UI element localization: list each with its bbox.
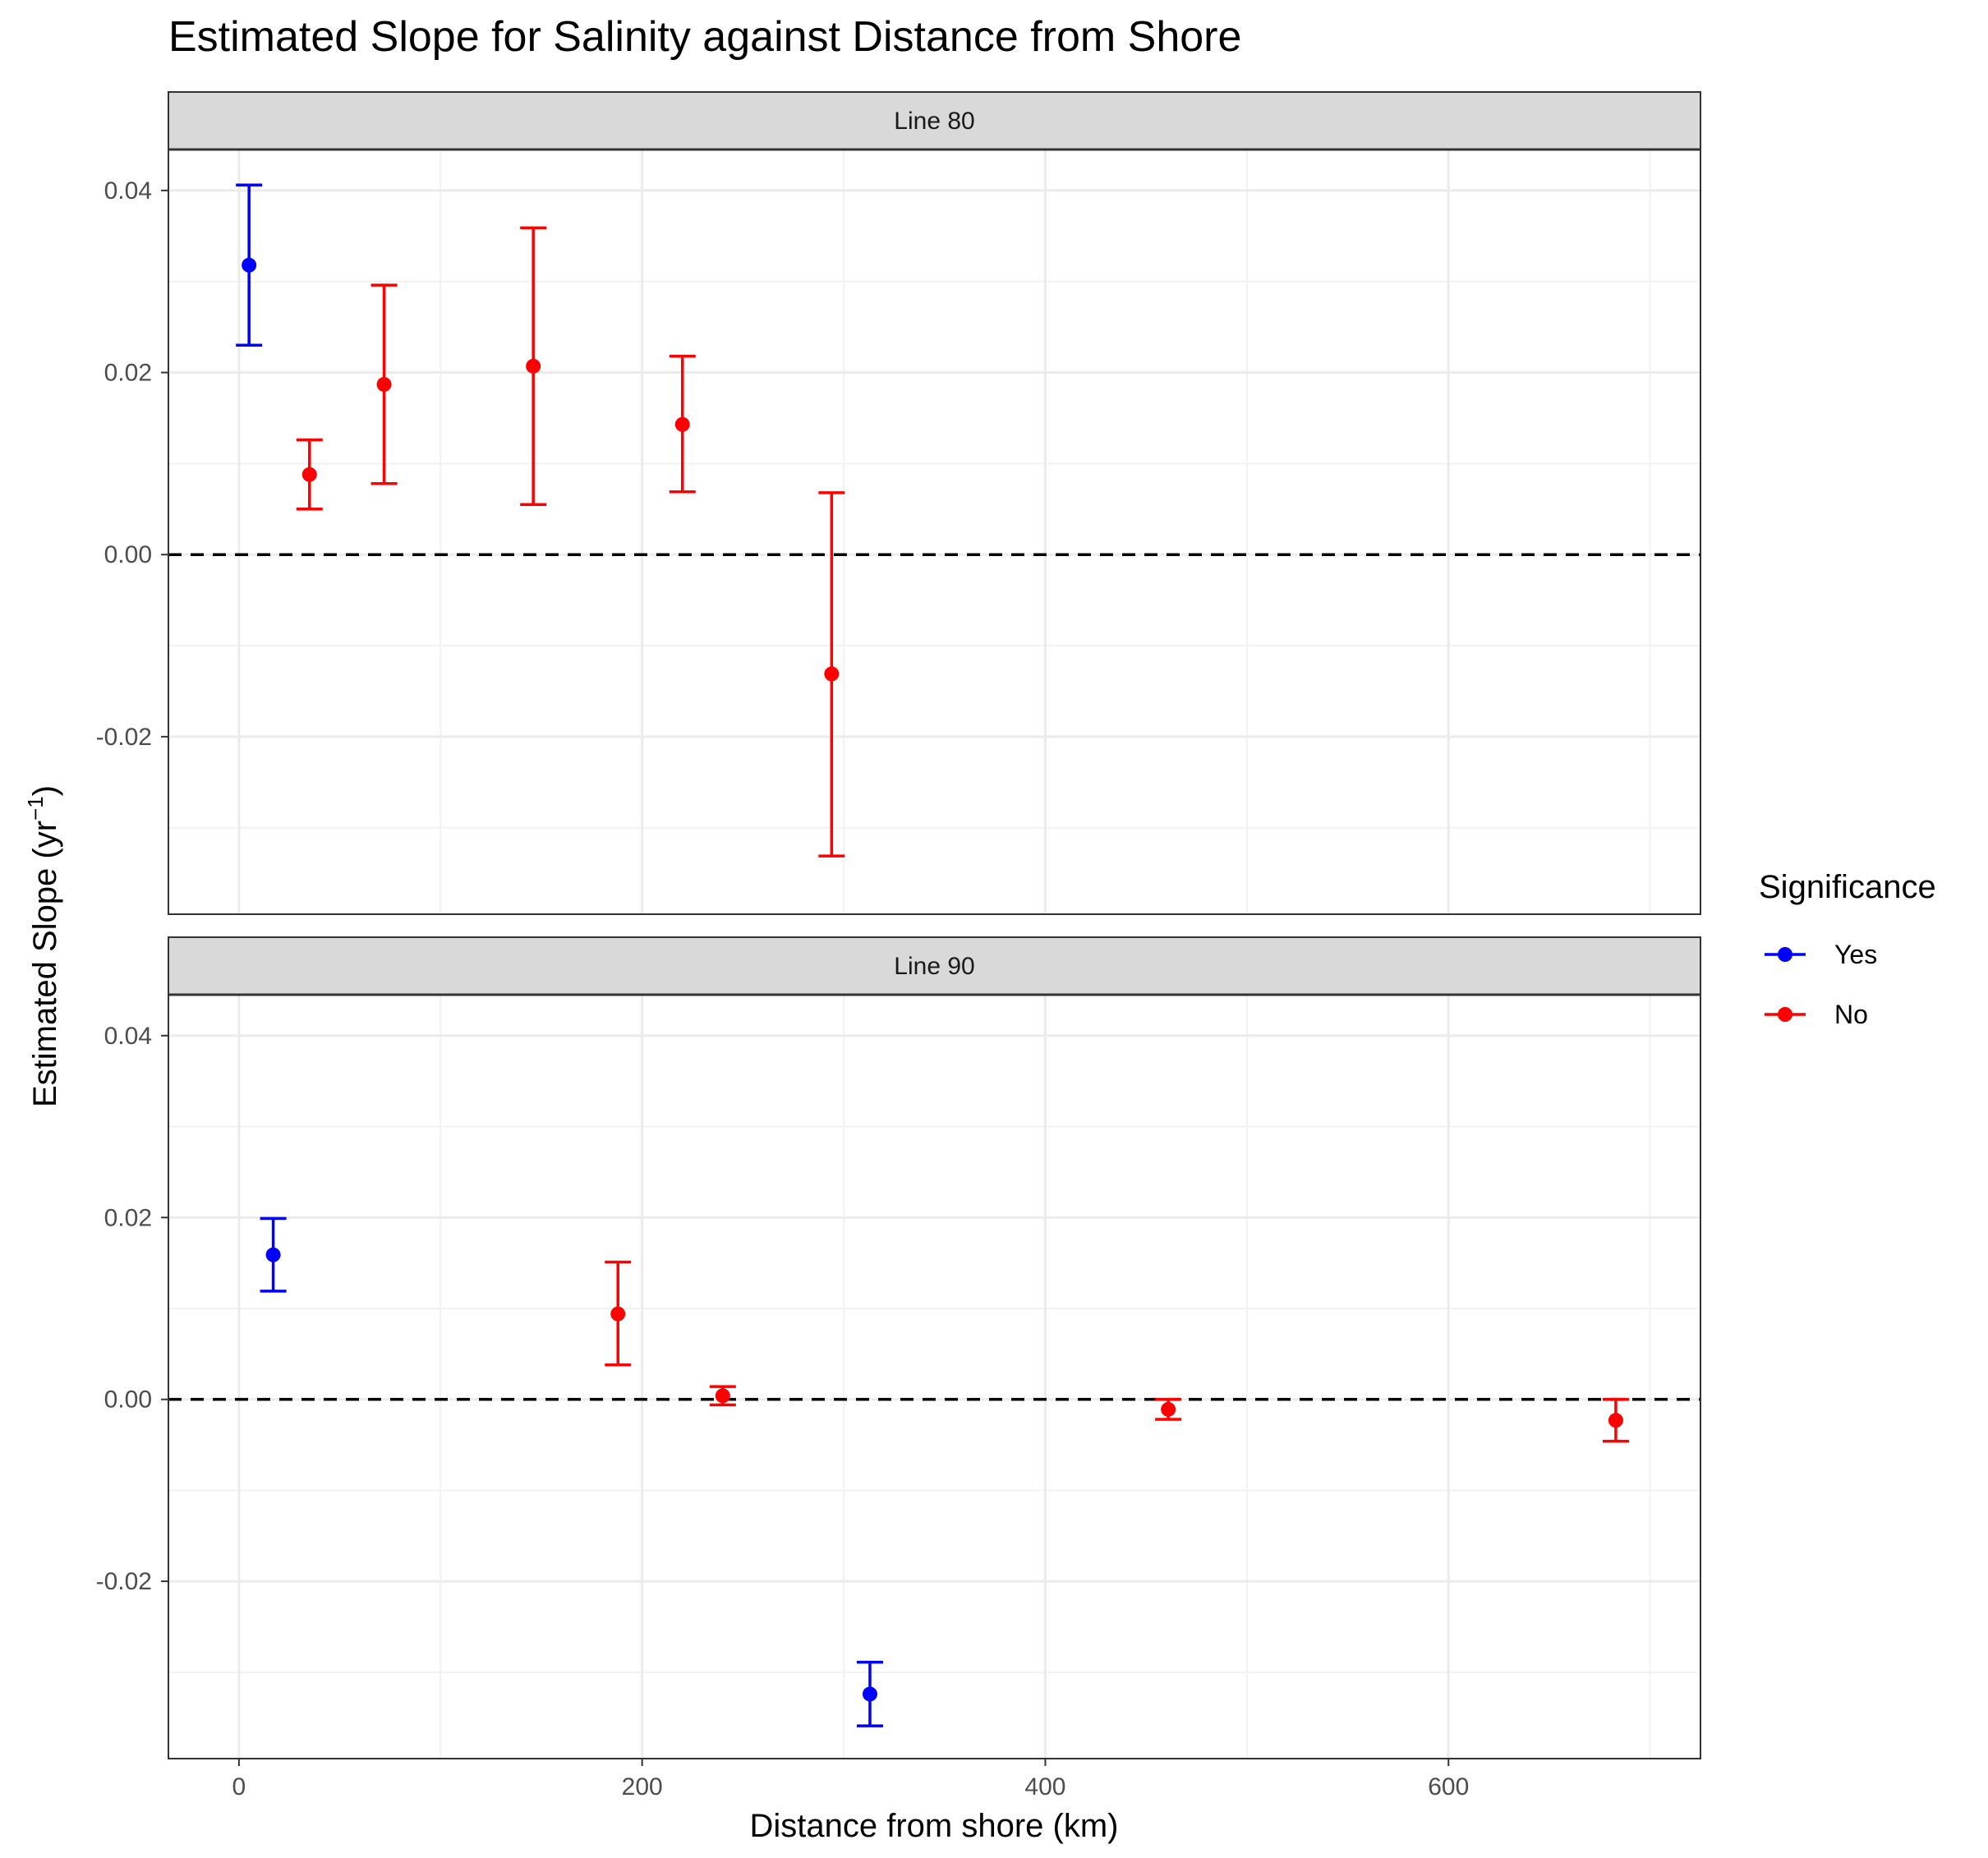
data-point (1161, 1401, 1176, 1417)
y-axis-title: Estimated Slope (yr−1) (23, 785, 63, 1107)
y-tick-label: 0.02 (104, 360, 152, 387)
facet-strip (168, 936, 1701, 996)
data-point-group (1602, 1397, 1629, 1443)
data-point (301, 467, 317, 482)
data-point (265, 1247, 281, 1262)
y-tick-label: 0.00 (104, 541, 152, 568)
data-point (862, 1686, 877, 1702)
x-tick-label: 200 (622, 1773, 663, 1801)
legend-entries: Yes No (1765, 940, 1877, 1029)
facet-panels: 0.04 0.02 0.00 -0.02 Line 80 0.04 0.02 0.00 -0.0… (96, 91, 1701, 1759)
data-point-group (236, 183, 263, 347)
data-point (674, 416, 690, 432)
data-point-group (856, 1660, 883, 1727)
data-point-group (520, 226, 547, 506)
panel-background (168, 149, 1700, 914)
y-tick-label: 0.02 (104, 1204, 152, 1231)
data-point (610, 1306, 626, 1322)
facet-strip-label: Line 90 (894, 953, 974, 980)
legend-entry-no: No (1765, 1000, 1868, 1029)
facet-strip (168, 91, 1701, 150)
legend-label: Yes (1834, 940, 1877, 969)
y-tick-label: 0.00 (104, 1387, 152, 1414)
y-tick-label: 0.04 (104, 1023, 152, 1050)
x-tick-label: 600 (1428, 1773, 1469, 1801)
legend-label: No (1834, 1000, 1868, 1029)
data-point (242, 257, 257, 273)
data-point-group (818, 491, 845, 858)
legend-title: Significance (1759, 869, 1936, 905)
facet-panel-1: 0.04 0.02 0.00 -0.02 Line 80 (96, 91, 1701, 915)
facet-strip-label: Line 80 (894, 108, 974, 135)
y-axis-title-close: ) (27, 785, 63, 796)
data-point-group (605, 1260, 632, 1367)
legend: Significance Yes No (1759, 869, 1936, 1029)
x-axis-ticks: 0 200 400 600 (232, 1759, 1469, 1801)
y-tick-label: -0.02 (96, 724, 152, 751)
y-axis-title-superscript: −1 (23, 796, 48, 821)
data-point-group (709, 1385, 736, 1407)
x-tick-label: 0 (232, 1773, 246, 1801)
data-point (715, 1388, 730, 1404)
data-point-group (260, 1216, 287, 1293)
y-axis-title-main: Estimated Slope (yr (27, 821, 63, 1107)
legend-key-point (1778, 1007, 1792, 1022)
data-point (376, 376, 392, 392)
data-point (1608, 1413, 1623, 1428)
data-point (526, 358, 541, 374)
x-axis-title: Distance from shore (km) (750, 1808, 1119, 1844)
x-tick-label: 400 (1024, 1773, 1065, 1801)
data-point (824, 666, 840, 682)
legend-entry-yes: Yes (1765, 940, 1877, 969)
facet-panel-2: 0.04 0.02 0.00 -0.02 Line 90 (96, 936, 1701, 1759)
data-point-group (1155, 1397, 1182, 1421)
panel-background (168, 995, 1700, 1759)
data-point-group (669, 354, 696, 494)
data-point-group (296, 438, 323, 511)
plot-title: Estimated Slope for Salinity against Dis… (168, 13, 1241, 61)
data-point-group (370, 283, 398, 485)
y-tick-label: -0.02 (96, 1568, 152, 1595)
y-tick-label: 0.04 (104, 177, 152, 205)
legend-key-point (1778, 947, 1792, 962)
